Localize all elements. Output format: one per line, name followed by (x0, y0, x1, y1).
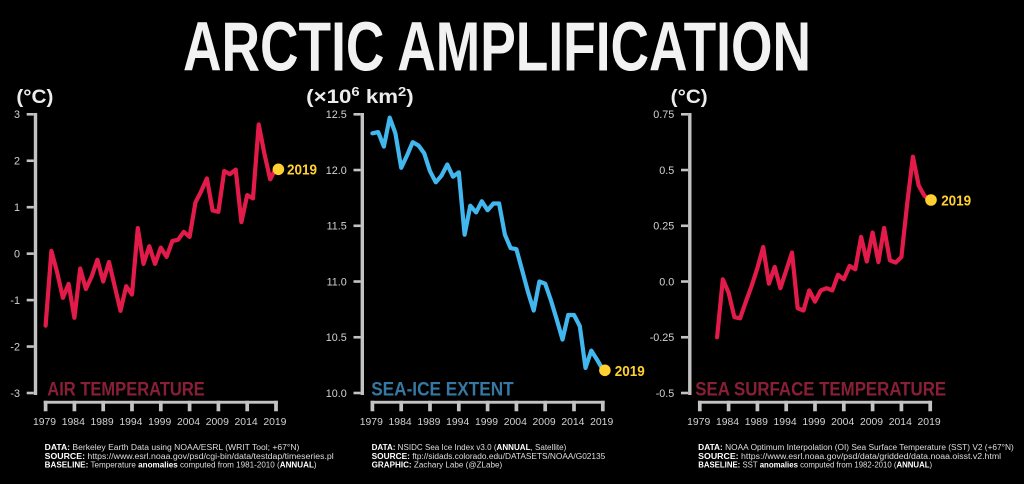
svg-text:BASELINE: SST anomalies comput: BASELINE: SST anomalies computed from 19… (698, 461, 932, 470)
svg-text:10.5: 10.5 (326, 332, 347, 344)
svg-text:-0.25: -0.25 (650, 332, 675, 344)
svg-text:2014: 2014 (235, 417, 258, 428)
svg-text:1984: 1984 (62, 417, 85, 428)
svg-text:1994: 1994 (774, 417, 797, 428)
svg-text:2004: 2004 (504, 417, 527, 428)
svg-text:-3: -3 (10, 388, 20, 400)
svg-text:1999: 1999 (475, 417, 498, 428)
svg-text:1979: 1979 (360, 417, 383, 428)
svg-text:BASELINE: Temperature anomalie: BASELINE: Temperature anomalies computed… (45, 461, 317, 470)
svg-text:SOURCE: ftp://sidads.colorado.: SOURCE: ftp://sidads.colorado.edu/DATASE… (372, 452, 606, 461)
svg-text:2009: 2009 (860, 417, 883, 428)
svg-text:(°C): (°C) (16, 86, 53, 108)
svg-text:2019: 2019 (615, 364, 645, 380)
svg-text:2014: 2014 (889, 417, 912, 428)
svg-text:1984: 1984 (389, 417, 412, 428)
svg-text:1999: 1999 (802, 417, 825, 428)
svg-text:-1: -1 (10, 295, 20, 307)
svg-text:2019: 2019 (590, 417, 613, 428)
svg-text:2014: 2014 (561, 417, 584, 428)
svg-text:12.5: 12.5 (326, 109, 347, 121)
svg-text:1989: 1989 (91, 417, 114, 428)
svg-text:DATA: NSIDC Sea Ice Index v3.0: DATA: NSIDC Sea Ice Index v3.0 (ANNUAL, … (372, 443, 567, 452)
svg-text:3: 3 (14, 109, 20, 121)
svg-text:2004: 2004 (177, 417, 200, 428)
svg-text:11.0: 11.0 (327, 276, 347, 288)
svg-text:SOURCE: https://www.esrl.noaa.: SOURCE: https://www.esrl.noaa.gov/psd/da… (698, 452, 1001, 461)
svg-text:10.0: 10.0 (326, 388, 347, 400)
svg-text:AIR TEMPERATURE: AIR TEMPERATURE (47, 379, 205, 401)
svg-text:1: 1 (14, 202, 20, 214)
svg-text:1984: 1984 (716, 417, 739, 428)
svg-text:2019: 2019 (287, 163, 317, 179)
svg-text:1989: 1989 (417, 417, 440, 428)
svg-text:DATA: NOAA Optimum Interpolati: DATA: NOAA Optimum Interpolation (OI) Se… (698, 443, 1014, 452)
svg-text:2004: 2004 (831, 417, 854, 428)
svg-text:SEA-ICE EXTENT: SEA-ICE EXTENT (371, 379, 514, 401)
svg-text:1979: 1979 (687, 417, 710, 428)
svg-text:1994: 1994 (119, 417, 142, 428)
svg-text:0.0: 0.0 (659, 276, 674, 288)
svg-text:SEA SURFACE TEMPERATURE: SEA SURFACE TEMPERATURE (695, 379, 946, 401)
svg-text:1999: 1999 (148, 417, 171, 428)
svg-text:2019: 2019 (263, 417, 286, 428)
svg-text:SOURCE: https://www.esrl.noaa.: SOURCE: https://www.esrl.noaa.gov/psd/cg… (45, 452, 334, 461)
svg-text:GRAPHIC: Zachary Labe (@ZLabe): GRAPHIC: Zachary Labe (@ZLabe) (372, 461, 503, 470)
svg-text:1989: 1989 (745, 417, 768, 428)
svg-text:1979: 1979 (33, 417, 56, 428)
svg-text:-0.5: -0.5 (656, 388, 675, 400)
svg-text:2: 2 (14, 156, 20, 168)
svg-text:(°C): (°C) (671, 86, 708, 108)
svg-text:11.5: 11.5 (327, 221, 347, 233)
svg-text:2009: 2009 (533, 417, 556, 428)
svg-text:2019: 2019 (941, 193, 971, 209)
svg-text:12.0: 12.0 (326, 165, 347, 177)
svg-text:2019: 2019 (918, 417, 941, 428)
svg-text:(×106 km2): (×10 6 km 2) (306, 84, 414, 108)
svg-text:0: 0 (14, 249, 20, 261)
svg-text:DATA: Berkeley Earth Data usin: DATA: Berkeley Earth Data using NOAA/ESR… (45, 443, 300, 452)
svg-text:ARCTIC AMPLIFICATION: ARCTIC AMPLIFICATION (183, 8, 811, 86)
svg-text:-2: -2 (10, 341, 20, 353)
svg-text:1994: 1994 (446, 417, 469, 428)
svg-text:2009: 2009 (206, 417, 229, 428)
svg-text:0.25: 0.25 (653, 221, 674, 233)
svg-text:0.5: 0.5 (659, 165, 674, 177)
svg-text:0.75: 0.75 (653, 109, 674, 121)
